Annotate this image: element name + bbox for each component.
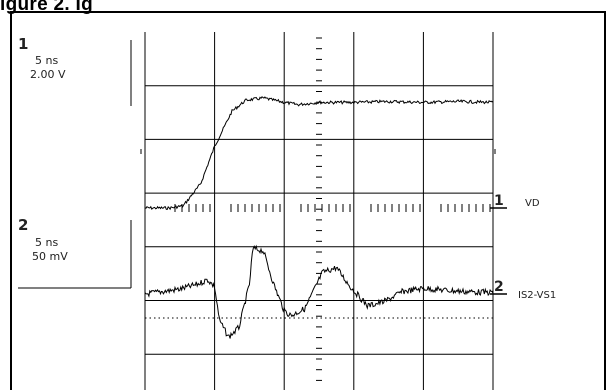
marker-1-number: 1 [494, 193, 504, 209]
channel-1-scale: 2.00 V [30, 68, 66, 81]
channel-1-timebase: 5 ns [35, 54, 58, 67]
channel-1-number: 1 [18, 35, 28, 53]
traces [144, 96, 494, 339]
marker-2-number: 2 [494, 279, 504, 295]
channel-2-timebase: 5 ns [35, 236, 58, 249]
channel-2-scale: 50 mV [32, 250, 68, 263]
figure-frame [10, 11, 606, 390]
marker-2-label: IS2-VS1 [518, 290, 556, 301]
trace-is2-vs1 [144, 244, 494, 339]
graticule [140, 32, 496, 390]
marker-1-label: VD [525, 198, 540, 209]
trace-vd [144, 96, 494, 211]
channel-2-number: 2 [18, 216, 28, 234]
